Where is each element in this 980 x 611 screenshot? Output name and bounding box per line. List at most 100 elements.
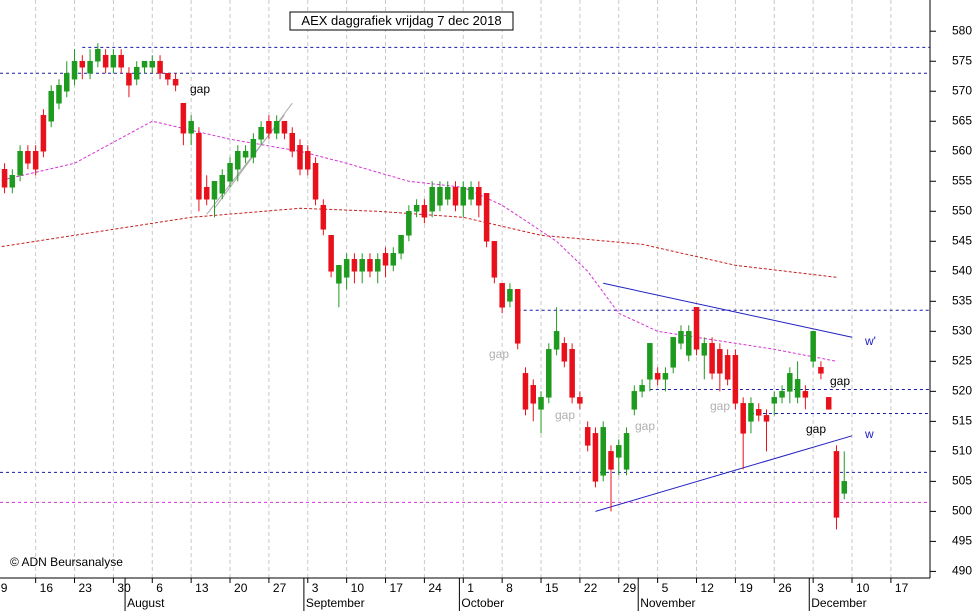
y-tick-label: 510 [952, 444, 972, 458]
candle-body [608, 451, 614, 470]
moving-average [0, 120, 837, 362]
y-tick-label: 530 [952, 323, 972, 337]
candle-body [95, 48, 101, 62]
x-tick-label: 23 [79, 581, 93, 595]
x-tick-label: 17 [895, 581, 909, 595]
y-tick-label: 495 [952, 534, 972, 548]
y-tick-label: 525 [952, 353, 972, 367]
candle-body [219, 175, 225, 194]
overlay-layer [0, 46, 930, 512]
candle-body [740, 403, 746, 434]
annotation: gap [555, 408, 575, 422]
candle-body [196, 132, 202, 200]
candle-body [343, 259, 350, 278]
candle-body [437, 187, 443, 206]
x-tick-label: 6 [156, 581, 163, 595]
candle-body [126, 72, 132, 86]
candle-body [763, 415, 770, 422]
y-tick-label: 560 [952, 143, 972, 157]
moving-average [0, 207, 837, 278]
candle-body [623, 433, 630, 470]
y-tick-label: 490 [952, 564, 972, 578]
candle-layer [1, 43, 847, 530]
candle-body [413, 205, 420, 212]
y-tick-label: 565 [952, 113, 972, 127]
annotation: gap [710, 399, 730, 413]
candle-body [289, 132, 295, 152]
candle-body [367, 259, 373, 272]
candle-body [429, 187, 435, 212]
candle-body [17, 151, 23, 176]
candle-body [421, 205, 428, 218]
annotation: w [864, 427, 874, 441]
y-tick-label: 500 [952, 504, 972, 518]
annotation: gap [635, 419, 655, 433]
candle-body [336, 265, 342, 284]
x-tick-label: 3 [312, 581, 319, 595]
x-tick-label: 26 [778, 581, 792, 595]
y-tick-label: 570 [952, 83, 972, 97]
candle-body [375, 259, 381, 272]
candle-body [102, 54, 109, 68]
candle-body [787, 373, 793, 392]
candle-body [203, 187, 210, 200]
x-tick-label: 17 [390, 581, 404, 595]
candle-body [631, 391, 638, 410]
candle-body [701, 343, 708, 356]
x-tick-label: 8 [506, 581, 513, 595]
chart-title: AEX daggrafiek vrijdag 7 dec 2018 [301, 13, 501, 28]
x-tick-label: 19 [739, 581, 753, 595]
month-label: October [461, 596, 504, 610]
candle-body [110, 54, 117, 68]
candle-body [499, 283, 505, 308]
y-tick-label: 540 [952, 263, 972, 277]
candle-body [48, 90, 54, 122]
candle-body [79, 60, 86, 68]
y-tick-label: 520 [952, 384, 972, 398]
candle-body [522, 373, 529, 410]
x-tick-label: 27 [273, 581, 287, 595]
candle-body [320, 205, 327, 230]
candle-body [359, 259, 365, 272]
candle-body [172, 78, 179, 86]
x-tick-label: 24 [428, 581, 442, 595]
grid-layer [35, 0, 936, 611]
y-tick-label: 505 [952, 474, 972, 488]
candle-body [273, 120, 280, 134]
candle-body [64, 72, 70, 92]
x-tick-label: 13 [195, 581, 209, 595]
candle-body [9, 175, 16, 188]
x-tick-label: 15 [545, 581, 559, 595]
x-tick-label: 10 [351, 581, 365, 595]
candle-body [794, 379, 801, 398]
copyright: © ADN Beursanalyse [10, 555, 123, 569]
candle-body [662, 373, 669, 380]
candle-body [382, 253, 389, 266]
candle-body [258, 126, 264, 140]
candle-body [250, 138, 257, 158]
candle-body [771, 397, 778, 404]
candle-body [460, 187, 467, 206]
candle-body [133, 66, 140, 80]
annotation: gap [830, 374, 850, 388]
candle-body [40, 114, 47, 152]
annotation: gap [806, 422, 826, 436]
candle-body [678, 331, 684, 344]
candle-body [157, 60, 163, 74]
candle-body [491, 241, 498, 278]
candle-body [538, 397, 544, 410]
candle-body [693, 307, 700, 350]
candle-body [351, 259, 358, 272]
candle-body [1, 169, 8, 188]
candle-body [406, 211, 412, 236]
candle-body [398, 235, 404, 254]
candle-body [305, 151, 311, 170]
candle-body [514, 289, 521, 344]
candle-body [118, 54, 124, 68]
candle-body [647, 343, 653, 380]
candle-body [56, 84, 62, 104]
y-tick-label: 555 [952, 173, 972, 187]
candle-body [328, 235, 334, 272]
